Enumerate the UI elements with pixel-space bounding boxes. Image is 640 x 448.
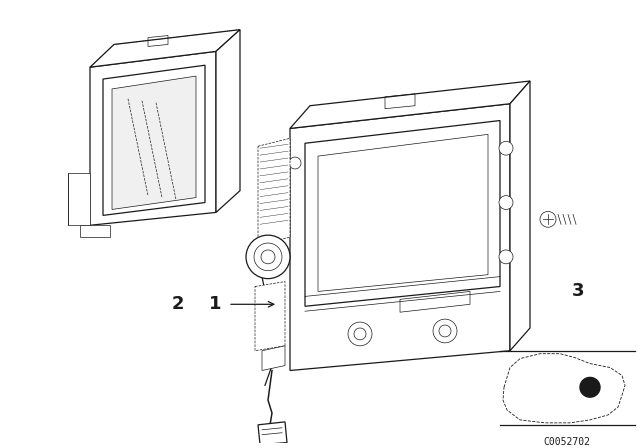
Text: 1: 1 [209, 295, 221, 313]
Polygon shape [290, 104, 510, 370]
Text: C0052702: C0052702 [543, 437, 591, 447]
Polygon shape [103, 65, 205, 215]
Circle shape [246, 235, 290, 279]
Polygon shape [305, 121, 500, 306]
Circle shape [499, 250, 513, 264]
Polygon shape [90, 52, 216, 225]
Circle shape [433, 319, 457, 343]
Polygon shape [112, 76, 196, 210]
Polygon shape [503, 354, 625, 423]
Circle shape [348, 322, 372, 346]
Polygon shape [318, 134, 488, 292]
Circle shape [499, 196, 513, 210]
Polygon shape [90, 30, 240, 67]
Polygon shape [255, 282, 285, 351]
Polygon shape [80, 225, 110, 237]
Polygon shape [68, 173, 90, 225]
Polygon shape [258, 422, 287, 444]
Circle shape [254, 243, 282, 271]
Polygon shape [216, 30, 240, 212]
Circle shape [580, 377, 600, 397]
Circle shape [289, 157, 301, 169]
Text: 2: 2 [172, 295, 184, 313]
Polygon shape [262, 346, 285, 370]
Circle shape [540, 211, 556, 227]
Polygon shape [290, 81, 530, 129]
Circle shape [499, 141, 513, 155]
Polygon shape [510, 81, 530, 351]
Polygon shape [258, 138, 290, 245]
Text: 3: 3 [572, 282, 584, 301]
